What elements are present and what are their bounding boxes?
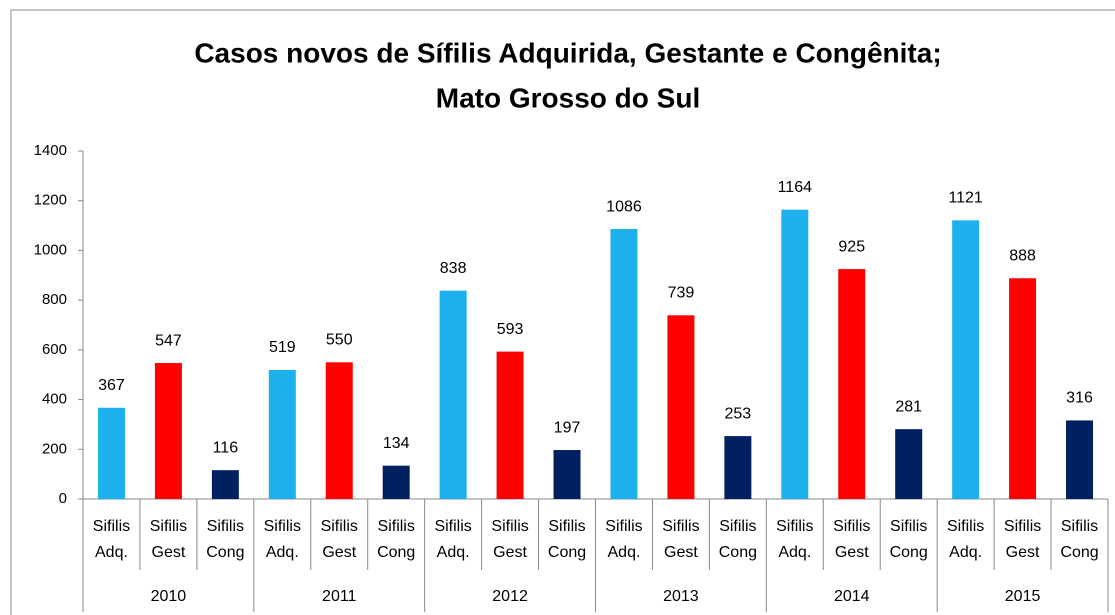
x-group-label: 2010	[151, 588, 187, 605]
bar	[439, 290, 467, 499]
bar	[895, 429, 923, 499]
x-tick-label: Sifilis Adq.	[605, 518, 642, 561]
x-tick-label: Sifilis Gest	[833, 518, 870, 561]
data-label: 1086	[606, 198, 642, 215]
bar	[724, 436, 752, 499]
data-label: 116	[213, 439, 239, 456]
x-tick-label: Sifilis Adq.	[264, 518, 301, 561]
data-label: 547	[155, 332, 182, 349]
bar	[667, 315, 695, 499]
chart-title: Casos novos de Sífilis Adquirida, Gestan…	[194, 37, 941, 68]
x-tick-label: Sifilis Gest	[662, 518, 699, 561]
y-tick-label: 1200	[34, 192, 67, 209]
y-tick-label: 200	[42, 440, 67, 457]
data-label: 1164	[778, 179, 813, 196]
x-tick-label: Sifilis Gest	[150, 518, 187, 561]
x-group-label: 2015	[1005, 588, 1041, 605]
bar	[382, 465, 410, 499]
data-label: 838	[440, 260, 467, 277]
x-group-label: 2012	[492, 588, 528, 605]
bar	[496, 351, 524, 499]
x-tick-label: Sifilis Adq.	[434, 518, 471, 561]
bar	[325, 362, 353, 499]
x-tick-label: Sifilis Cong	[206, 518, 244, 561]
data-label: 519	[269, 339, 296, 356]
y-tick-label: 600	[42, 341, 67, 358]
x-tick-label: Sifilis Gest	[491, 518, 528, 561]
data-label: 1121	[948, 190, 983, 207]
y-tick-label: 0	[59, 490, 67, 507]
x-tick-label: Sifilis Adq.	[93, 518, 130, 561]
data-label: 550	[326, 332, 353, 349]
data-label: 281	[895, 398, 922, 415]
data-label: 197	[554, 419, 581, 436]
bar	[268, 369, 296, 499]
bar	[781, 209, 809, 500]
x-tick-label: Sifilis Cong	[377, 518, 415, 561]
data-label: 253	[725, 405, 752, 422]
y-tick-label: 1000	[34, 241, 67, 258]
x-tick-label: Sifilis Adq.	[947, 518, 984, 561]
x-tick-label: Sifilis Cong	[719, 518, 757, 561]
bar	[1009, 278, 1037, 499]
x-group-label: 2014	[834, 588, 870, 605]
bar	[952, 220, 980, 499]
chart-subtitle: Mato Grosso do Sul	[436, 82, 700, 113]
chart-frame	[10, 9, 1115, 615]
data-label: 739	[668, 285, 695, 302]
data-label: 367	[98, 377, 125, 394]
x-tick-label: Sifilis Gest	[1004, 518, 1041, 561]
data-label: 316	[1066, 390, 1093, 407]
x-group-label: 2013	[663, 588, 699, 605]
y-tick-label: 1400	[34, 142, 67, 159]
x-tick-label: Sifilis Cong	[1060, 518, 1098, 561]
bar	[838, 269, 866, 499]
x-tick-label: Sifilis Cong	[890, 518, 928, 561]
bar	[97, 407, 125, 499]
bar	[154, 363, 182, 499]
x-group-label: 2011	[322, 588, 357, 605]
bar	[610, 229, 638, 499]
bar	[211, 470, 239, 499]
y-tick-label: 800	[42, 291, 67, 308]
data-label: 925	[838, 238, 865, 255]
bar	[1066, 420, 1094, 499]
data-label: 134	[383, 435, 410, 452]
bar	[553, 450, 581, 499]
data-label: 593	[497, 321, 524, 338]
y-tick-label: 400	[42, 391, 67, 408]
x-tick-label: Sifilis Cong	[548, 518, 586, 561]
x-tick-label: Sifilis Adq.	[776, 518, 813, 561]
data-label: 888	[1009, 247, 1036, 264]
x-tick-label: Sifilis Gest	[321, 518, 358, 561]
